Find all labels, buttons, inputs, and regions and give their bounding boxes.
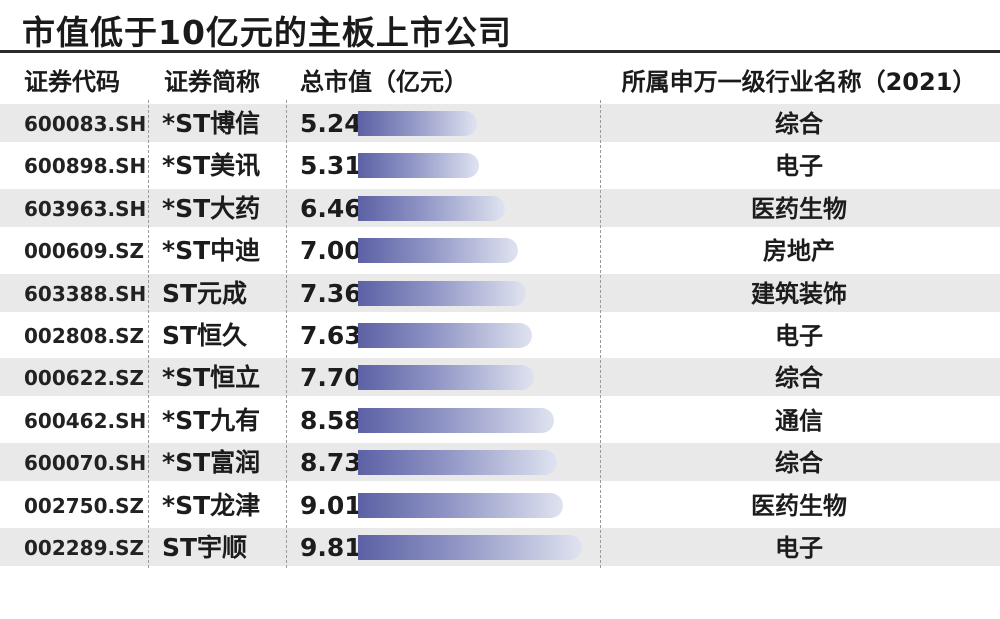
security-name: *ST九有 [162, 405, 261, 435]
market-cap-label: 8.73 [300, 448, 362, 478]
security-code: 600898.SH [24, 154, 147, 179]
market-cap-bar [358, 280, 526, 306]
security-code: 002750.SZ [24, 493, 144, 518]
security-code: 600462.SH [24, 408, 147, 433]
security-name: *ST大药 [162, 193, 261, 223]
industry-name: 通信 [775, 406, 823, 435]
market-cap-label: 5.24 [300, 109, 362, 138]
security-name: ST元成 [162, 278, 248, 308]
header-code: 证券代码 [24, 68, 120, 96]
table-row: 000622.SZ *ST恒立 7.70 综合 [0, 358, 1000, 397]
security-code: 002808.SZ [24, 324, 144, 348]
security-name: ST恒久 [162, 321, 248, 350]
market-cap-label: 5.31 [300, 151, 362, 181]
market-cap-bar [358, 323, 532, 348]
market-cap-bar [358, 238, 518, 264]
security-code: 603388.SH [24, 281, 147, 306]
security-code: 000622.SZ [24, 366, 144, 391]
industry-name: 综合 [775, 364, 823, 393]
header-name: 证券简称 [164, 68, 260, 96]
market-cap-bar [358, 153, 479, 179]
industry-name: 电子 [775, 152, 823, 181]
market-cap-bar [358, 195, 505, 221]
industry-name: 医药生物 [751, 194, 847, 223]
industry-name: 房地产 [763, 237, 835, 266]
market-cap-label: 7.70 [300, 363, 362, 393]
table-row: 600083.SH *ST博信 5.24 综合 [0, 104, 1000, 142]
market-cap-label: 7.63 [300, 321, 362, 350]
security-name: *ST美讯 [162, 151, 261, 181]
security-code: 603963.SH [24, 196, 147, 221]
table-row: 603963.SH *ST大药 6.46 医药生物 [0, 188, 1000, 227]
market-cap-bar [358, 450, 557, 476]
security-name: *ST博信 [162, 109, 261, 138]
column-divider [286, 100, 287, 568]
security-code: 002289.SZ [24, 536, 144, 560]
market-cap-bar [358, 111, 477, 136]
table-row: 002289.SZ ST宇顺 9.81 电子 [0, 528, 1000, 566]
header-market-cap: 总市值（亿元） [300, 68, 468, 96]
industry-name: 电子 [775, 322, 823, 350]
market-cap-bar [358, 365, 534, 391]
table-row: 600462.SH *ST九有 8.58 通信 [0, 401, 1000, 439]
security-name: *ST龙津 [162, 490, 261, 520]
chart-title: 市值低于10亿元的主板上市公司 [22, 13, 512, 52]
column-divider [148, 100, 149, 568]
table-row: 600898.SH *ST美讯 5.31 电子 [0, 146, 1000, 184]
industry-name: 建筑装饰 [751, 279, 847, 308]
security-name: *ST恒立 [162, 363, 261, 393]
security-code: 600070.SH [24, 451, 147, 476]
market-cap-bar [358, 535, 582, 560]
market-cap-label: 8.58 [300, 405, 362, 435]
table-row: 002750.SZ *ST龙津 9.01 医药生物 [0, 486, 1000, 524]
column-divider [600, 100, 601, 568]
security-name: *ST中迪 [162, 236, 261, 266]
market-cap-label: 7.36 [300, 278, 362, 308]
market-cap-label: 9.81 [300, 533, 362, 562]
title-divider [0, 50, 1000, 53]
security-name: *ST富润 [162, 448, 261, 478]
market-cap-label: 6.46 [300, 193, 362, 223]
industry-name: 电子 [775, 534, 823, 562]
security-code: 000609.SZ [24, 239, 144, 264]
table-row: 603388.SH ST元成 7.36 建筑装饰 [0, 273, 1000, 312]
market-cap-label: 7.00 [300, 236, 362, 266]
table-row: 600070.SH *ST富润 8.73 综合 [0, 443, 1000, 482]
security-name: ST宇顺 [162, 533, 248, 562]
header-industry: 所属申万一级行业名称（2021） [621, 68, 977, 96]
market-cap-label: 9.01 [300, 490, 362, 520]
industry-name: 综合 [775, 110, 823, 138]
market-cap-bar [358, 407, 554, 433]
table-row: 000609.SZ *ST中迪 7.00 房地产 [0, 231, 1000, 269]
industry-name: 综合 [775, 449, 823, 478]
industry-name: 医药生物 [751, 491, 847, 520]
table-row: 002808.SZ ST恒久 7.63 电子 [0, 316, 1000, 354]
market-cap-bar [358, 492, 563, 518]
security-code: 600083.SH [24, 112, 147, 136]
